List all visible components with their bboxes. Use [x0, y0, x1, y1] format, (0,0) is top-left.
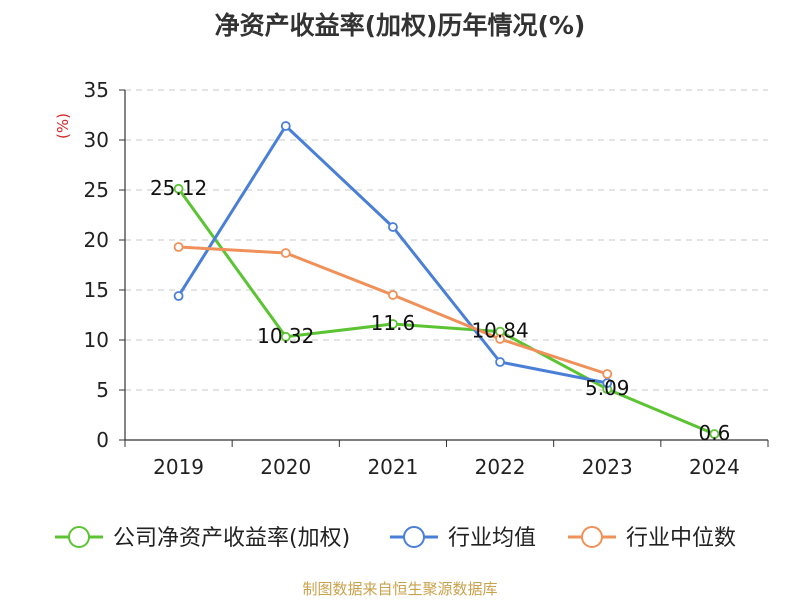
y-tick-label: 10	[84, 328, 109, 352]
data-point	[173, 242, 184, 252]
y-tick-label: 35	[84, 78, 109, 102]
y-tick-label: 25	[84, 178, 109, 202]
x-tick-label: 2020	[260, 455, 311, 479]
grid-lines	[125, 89, 768, 391]
y-tick-label: 30	[84, 128, 109, 152]
y-tick-label: 5	[96, 378, 109, 402]
data-point	[280, 331, 291, 342]
data-label: 5.09	[585, 376, 630, 400]
legend-marker	[403, 526, 425, 548]
y-axis-unit-label: (%)	[54, 113, 72, 139]
data-point	[388, 222, 398, 232]
series-line-0	[177, 187, 715, 436]
data-labels: 25.12 10.32 11.6 10.84 5.09 0.6	[150, 176, 730, 445]
data-point	[280, 248, 291, 258]
data-point	[388, 290, 398, 300]
data-source-footer: 制图数据来自恒生聚源数据库	[302, 580, 498, 598]
chart-title: 净资产收益率(加权)历年情况(%)	[214, 11, 586, 40]
data-point	[280, 121, 291, 131]
legend-marker	[581, 526, 603, 548]
data-label: 11.6	[371, 311, 416, 335]
series-lines	[173, 121, 720, 439]
data-label: 25.12	[150, 176, 207, 200]
legend-label: 公司净资产收益率(加权)	[113, 526, 350, 551]
data-label: 10.84	[471, 319, 528, 343]
y-tick-label: 15	[84, 278, 109, 302]
data-point	[709, 429, 720, 439]
legend-label: 行业均值	[448, 526, 536, 551]
y-tick-label: 0	[96, 428, 109, 452]
legend-marker	[68, 526, 90, 548]
data-point	[173, 183, 184, 194]
x-tick-label: 2021	[367, 455, 418, 479]
series-line-1	[177, 124, 608, 385]
data-point	[173, 291, 184, 301]
x-tick-label: 2019	[153, 455, 204, 479]
data-label: 10.32	[257, 324, 314, 348]
legend-label: 行业中位数	[626, 526, 736, 551]
x-tick-label: 2024	[689, 455, 740, 479]
data-point	[388, 319, 398, 329]
y-tick-label: 20	[84, 228, 109, 252]
x-tick-label: 2023	[582, 455, 633, 479]
axes: 0 5 10 15 20 25 30 35 2019 2020 2021 2022 2023 2024 (%…	[54, 78, 769, 479]
legend: 公司净资产收益率(加权) 行业均值 行业中位数	[55, 526, 736, 551]
data-point	[602, 378, 613, 388]
data-point	[602, 369, 613, 379]
data-point	[495, 334, 505, 344]
x-tick-label: 2022	[475, 455, 526, 479]
data-point	[495, 357, 505, 367]
data-label: 0.6	[699, 421, 731, 445]
